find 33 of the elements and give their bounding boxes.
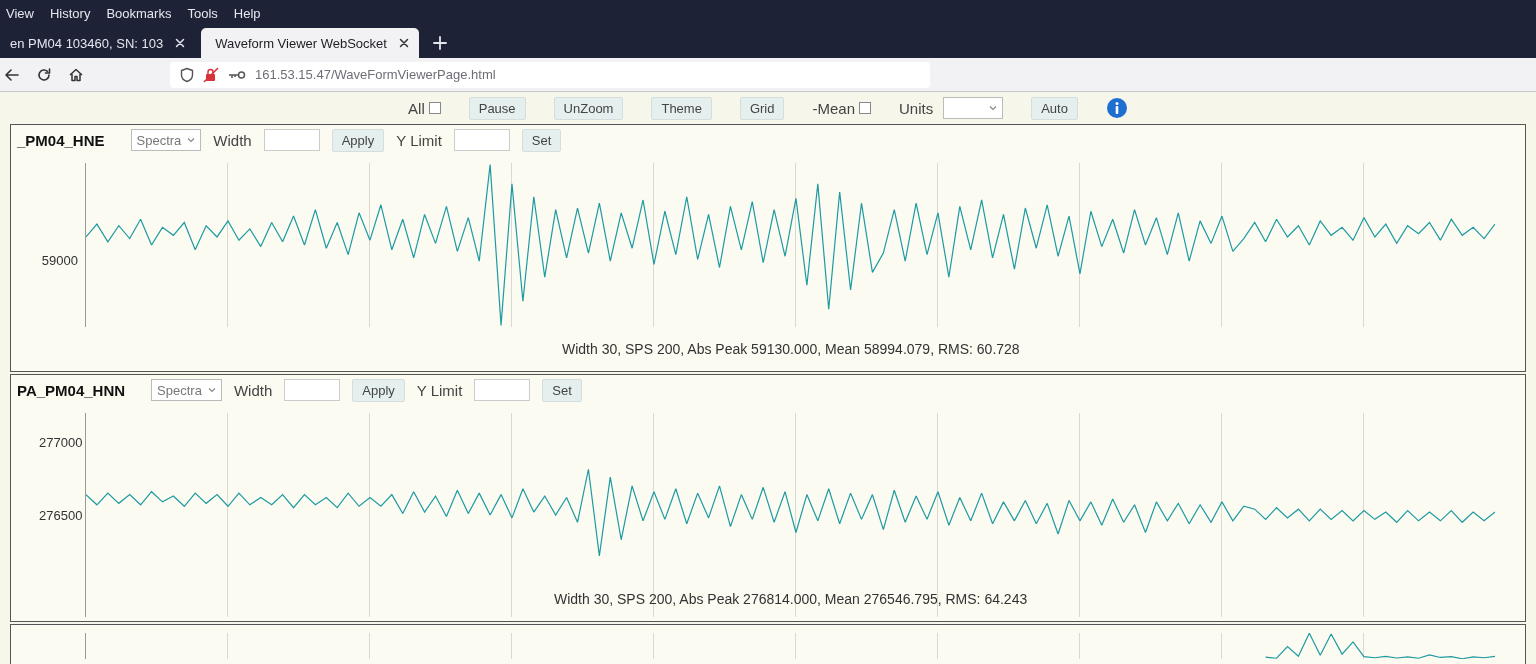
text: Width <box>233 381 273 399</box>
button: Apply <box>352 378 405 402</box>
button: Auto <box>1031 96 1078 120</box>
button: Apply <box>331 128 385 152</box>
button: Set <box>542 378 582 402</box>
text: en PM04 103460, SN: 103 <box>10 35 164 51</box>
text: All <box>408 99 425 117</box>
y-tick-label: 276500 <box>39 507 83 523</box>
text: Y Limit <box>396 131 442 149</box>
chart-title: _PM04_HNE <box>17 131 105 149</box>
button: Theme <box>651 96 712 120</box>
text: Bookmarks <box>106 5 172 21</box>
text: Help <box>233 5 261 21</box>
dropdown: Spectra <box>151 379 222 401</box>
button: UnZoom <box>553 96 624 120</box>
button: Grid <box>739 96 785 120</box>
chart-title: PA_PM04_HNN <box>17 381 126 399</box>
text: Width 30, SPS 200, Abs Peak 59130.000, Mean 58994.079, RMS: 60.728 <box>562 341 1020 357</box>
text: Units <box>899 99 934 117</box>
text: 59000 <box>41 253 78 269</box>
text: Y Limit <box>416 381 463 399</box>
text: View <box>6 5 34 21</box>
text: Width <box>213 131 252 149</box>
text: History <box>49 5 91 21</box>
dropdown: Spectra <box>130 129 202 151</box>
button: Pause <box>468 96 526 120</box>
tab: Waveform Viewer WebSocket <box>201 28 419 58</box>
address-field: 161.53.15.47/WaveFormViewerPage.html <box>170 61 930 88</box>
text: -Mean <box>812 99 856 117</box>
y-tick-label: 277000 <box>39 434 83 450</box>
annotation: Width 30, SPS 200, Abs Peak 276814.000, Mean 276546.795, RMS: 64.243 <box>554 591 1028 607</box>
button: Set <box>521 128 562 152</box>
text: Tools <box>187 5 218 21</box>
